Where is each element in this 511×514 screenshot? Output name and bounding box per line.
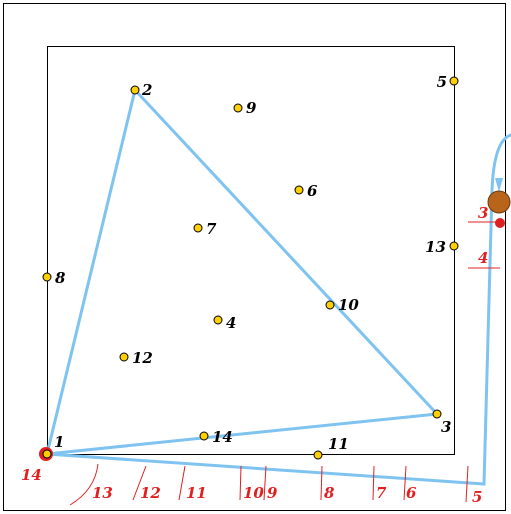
tick-label-4: 4 — [478, 249, 488, 267]
triangle-edge-2-3 — [133, 88, 439, 416]
point-label-8: 8 — [55, 269, 66, 287]
point-13 — [449, 241, 459, 251]
point-label-7: 7 — [206, 220, 217, 238]
point-label-3: 3 — [441, 418, 451, 436]
point-4 — [213, 315, 223, 325]
brown-marker — [487, 190, 511, 214]
point-label-10: 10 — [338, 296, 359, 314]
point-11 — [313, 450, 323, 460]
red-dot-marker — [495, 218, 505, 228]
point-label-12: 12 — [132, 349, 153, 367]
point-3 — [432, 409, 442, 419]
point-6 — [294, 185, 304, 195]
tick-label-11: 11 — [186, 484, 207, 502]
tick-label-13: 13 — [92, 484, 113, 502]
outer-frame — [3, 3, 506, 511]
point-label-1: 1 — [54, 433, 64, 451]
point-label-13: 13 — [425, 238, 446, 256]
point-9 — [233, 103, 243, 113]
tick-mark-13 — [69, 463, 99, 506]
tick-label-9: 9 — [267, 484, 278, 502]
tick-label-12: 12 — [140, 484, 161, 502]
tick-label-10: 10 — [243, 484, 264, 502]
point-10 — [325, 300, 335, 310]
triangle-edge-3-1 — [45, 412, 439, 456]
tick-mark-5 — [465, 465, 469, 503]
tick-mark-7 — [372, 465, 375, 501]
tick-label-8: 8 — [324, 484, 335, 502]
tick-mark-6 — [403, 465, 407, 501]
triangle-edge-1-2 — [45, 88, 137, 456]
point-14 — [199, 431, 209, 441]
point-7 — [193, 223, 203, 233]
tick-mark-10 — [239, 465, 242, 501]
point-label-11: 11 — [328, 435, 349, 453]
point-2 — [130, 85, 140, 95]
inner-frame — [47, 46, 455, 455]
tick-mark-11 — [178, 465, 186, 501]
point-label-14: 14 — [212, 428, 233, 446]
point-label-9: 9 — [246, 99, 257, 117]
tick-label-6: 6 — [406, 484, 417, 502]
point-8 — [42, 272, 52, 282]
tick-mark-9 — [263, 465, 267, 501]
tick-mark-8 — [320, 465, 323, 501]
route-arrowhead — [495, 178, 503, 192]
point-label-4: 4 — [226, 314, 236, 332]
point-label-2: 2 — [141, 81, 152, 99]
tick-mark-12 — [132, 465, 147, 501]
tick-label-7: 7 — [376, 484, 387, 502]
tick-label-3: 3 — [478, 204, 488, 222]
tick-label-5: 5 — [472, 488, 482, 506]
point-5 — [449, 76, 459, 86]
point-label-6: 6 — [307, 182, 318, 200]
point-1 — [42, 449, 52, 459]
route-path — [45, 133, 511, 486]
tick-label-14: 14 — [21, 466, 42, 484]
point-12 — [119, 352, 129, 362]
point-label-5: 5 — [437, 73, 447, 91]
